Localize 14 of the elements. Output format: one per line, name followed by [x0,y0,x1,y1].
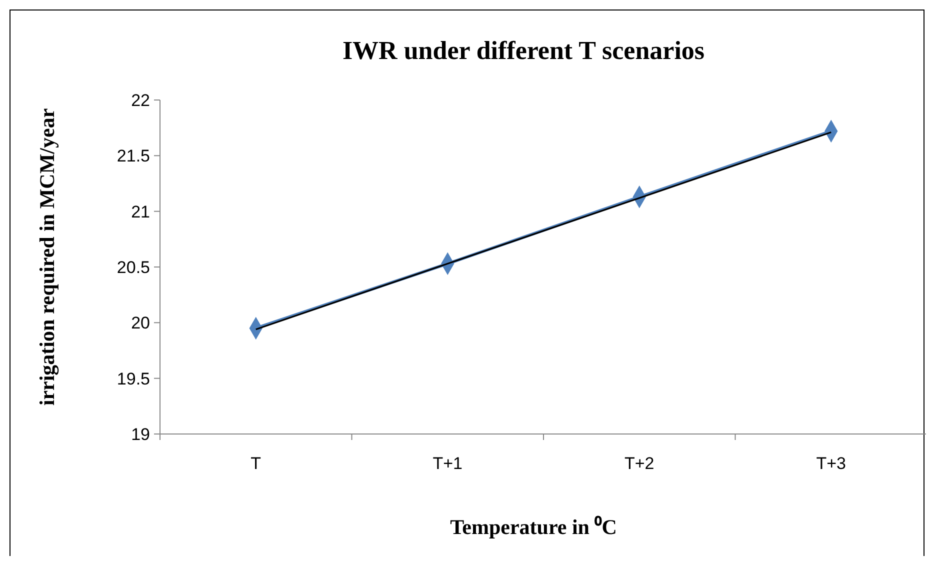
x-tick-label: T+1 [432,454,463,473]
y-tick-label: 22 [131,90,150,110]
y-tick-label: 19.5 [116,369,150,388]
y-tick-label: 20.5 [116,258,150,277]
x-tick-label: T+3 [816,454,846,473]
x-tick-label: T+2 [624,454,654,473]
chart-title: IWR under different T scenarios [342,36,705,65]
y-tick-label: 20 [131,314,150,333]
y-tick-label: 21.5 [116,146,150,166]
y-tick-label: 21 [131,202,150,222]
y-tick-label: 19 [131,424,150,444]
y-axis-title: irrigation required in MCM/year [35,108,59,406]
x-axis-title: Temperature in ⁰C [450,515,617,539]
x-tick-label: T [250,454,262,473]
